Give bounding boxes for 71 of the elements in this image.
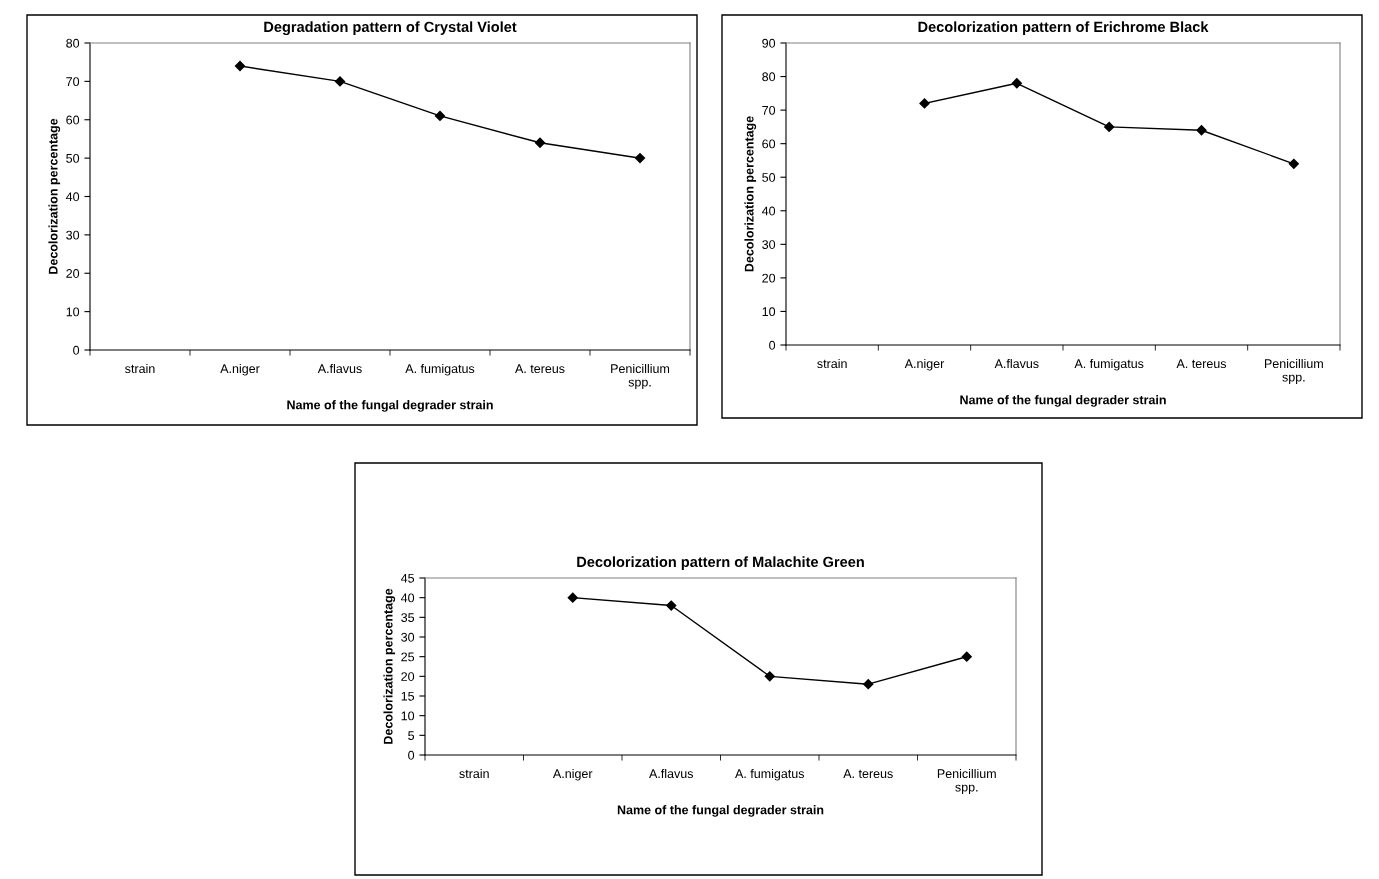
point — [863, 679, 874, 690]
x-tick-label: A.niger — [552, 768, 593, 781]
y-tick-label: 0 — [769, 340, 776, 350]
point — [534, 137, 546, 148]
y-tick-label: 40 — [65, 192, 80, 202]
x-tick-label: Penicillium spp. — [937, 768, 996, 795]
y-tick-label: 80 — [66, 38, 80, 48]
x-tick-label: strain — [125, 363, 155, 374]
y-tick-label: 40 — [761, 206, 776, 216]
y-tick-label: 90 — [762, 38, 776, 48]
y-axis-title: Decolorization percentage — [383, 588, 396, 744]
y-tick-label: 30 — [66, 230, 80, 240]
y-tick-label: 50 — [762, 173, 776, 182]
x-tick-label: A. tereus — [1176, 359, 1227, 369]
point — [334, 76, 346, 87]
x-tick-label: strain — [459, 768, 489, 779]
y-axis-title: Decolorization percentage — [744, 116, 757, 272]
point — [234, 60, 246, 72]
chart-title: Degradation pattern of Crystal Violet — [264, 21, 517, 35]
point — [1011, 78, 1022, 89]
y-tick-label: 10 — [401, 711, 415, 721]
x-axis-title: Name of the fungal degrader strain — [960, 395, 1166, 407]
y-tick-label: 40 — [400, 593, 415, 603]
y-tick-label: 25 — [401, 652, 415, 662]
y-tick-label: 30 — [762, 240, 776, 249]
x-tick-label: A.flavus — [317, 363, 362, 374]
y-tick-label: 15 — [401, 691, 415, 701]
point — [567, 592, 578, 603]
x-tick-label: A. tereus — [843, 769, 893, 779]
x-tick-label: A. fumigatus — [1074, 358, 1144, 371]
y-tick-label: 70 — [762, 105, 776, 115]
x-tick-label: Penicillium spp. — [611, 363, 670, 390]
point — [666, 600, 677, 611]
y-tick-label: 0 — [408, 750, 415, 760]
y-axis-title: Decolorization percentage — [48, 118, 61, 274]
y-tick-label: 80 — [762, 72, 776, 82]
y-tick-label: 0 — [73, 345, 80, 355]
y-tick-label: 20 — [66, 269, 80, 278]
x-tick-label: A.flavus — [994, 358, 1039, 369]
y-tick-label: 10 — [66, 307, 80, 317]
y-tick-label: 45 — [400, 573, 415, 583]
x-axis-title: Name of the fungal degrader strain — [287, 400, 493, 412]
point — [1196, 125, 1207, 136]
point — [1104, 121, 1115, 133]
chart-title: Decolorization pattern of Erichrome Black — [918, 21, 1209, 35]
x-axis-title: Name of the fungal degrader strain — [617, 805, 824, 817]
x-tick-label: A. tereus — [515, 364, 565, 374]
x-tick-label: strain — [817, 358, 847, 369]
y-tick-label: 20 — [401, 672, 415, 681]
chart-title: Decolorization pattern of Malachite Green — [577, 556, 864, 570]
point — [764, 671, 775, 682]
point — [961, 651, 972, 662]
y-tick-label: 5 — [408, 731, 415, 740]
y-tick-label: 60 — [762, 139, 776, 149]
x-tick-label: A.flavus — [649, 768, 694, 779]
point — [634, 153, 646, 164]
y-tick-label: 70 — [66, 77, 80, 87]
x-tick-label: A. fumigatus — [405, 363, 475, 376]
x-tick-label: A. fumigatus — [735, 768, 805, 781]
point — [919, 98, 930, 109]
x-tick-label: A.niger — [904, 358, 945, 371]
point — [434, 110, 446, 122]
y-tick-label: 30 — [401, 632, 415, 642]
y-tick-label: 10 — [762, 307, 776, 317]
y-tick-label: 60 — [66, 115, 80, 125]
x-tick-label: A.niger — [220, 363, 260, 376]
x-tick-label: Penicillium spp. — [1264, 358, 1323, 385]
y-tick-label: 50 — [66, 153, 80, 163]
y-tick-label: 35 — [401, 613, 415, 622]
point — [1288, 158, 1299, 169]
y-tick-label: 20 — [762, 273, 776, 283]
